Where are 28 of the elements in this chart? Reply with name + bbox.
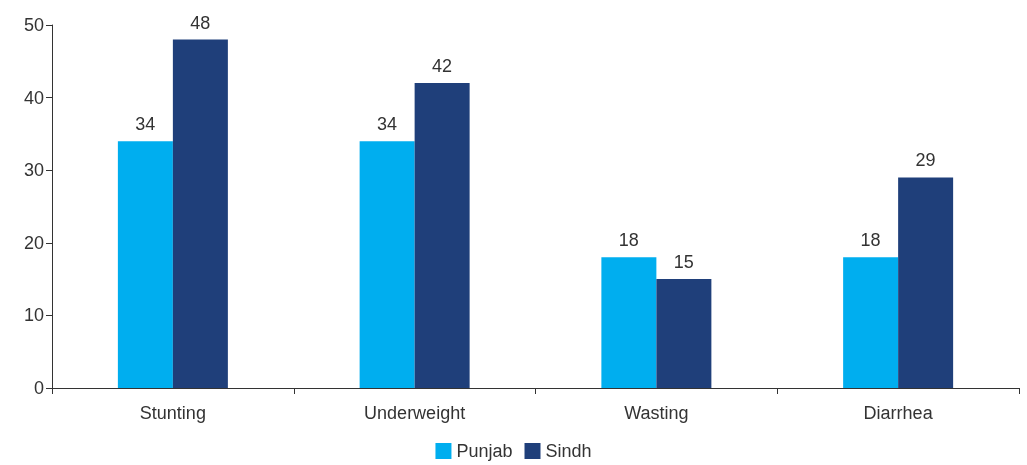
bar xyxy=(359,141,415,388)
bar xyxy=(117,141,173,388)
data-label: 42 xyxy=(432,56,453,77)
y-tick-label: 50 xyxy=(23,15,44,35)
data-label: 29 xyxy=(915,150,936,171)
x-tick-label: Stunting xyxy=(139,403,206,423)
y-tick-label: 10 xyxy=(23,305,44,326)
y-tick-label: 20 xyxy=(23,232,44,253)
bar xyxy=(414,83,470,388)
data-label: 18 xyxy=(860,230,881,251)
bar xyxy=(843,257,899,388)
bar xyxy=(656,279,712,388)
y-tick-label: 40 xyxy=(23,87,44,108)
x-tick-label: Wasting xyxy=(624,403,689,423)
data-label: 34 xyxy=(135,114,156,135)
y-tick-label: 0 xyxy=(33,378,44,398)
bar xyxy=(898,177,954,388)
data-label: 15 xyxy=(673,252,694,273)
data-label: 48 xyxy=(190,12,211,33)
data-label: 34 xyxy=(377,114,398,135)
bar xyxy=(601,257,657,388)
legend-label: Sindh xyxy=(545,441,592,461)
x-tick-label: Diarrhea xyxy=(863,403,934,423)
x-tick-label: Underweight xyxy=(364,403,466,423)
legend-label: Punjab xyxy=(456,441,513,461)
y-tick-label: 30 xyxy=(23,160,44,181)
bar xyxy=(172,39,228,388)
data-label: 18 xyxy=(618,230,639,251)
